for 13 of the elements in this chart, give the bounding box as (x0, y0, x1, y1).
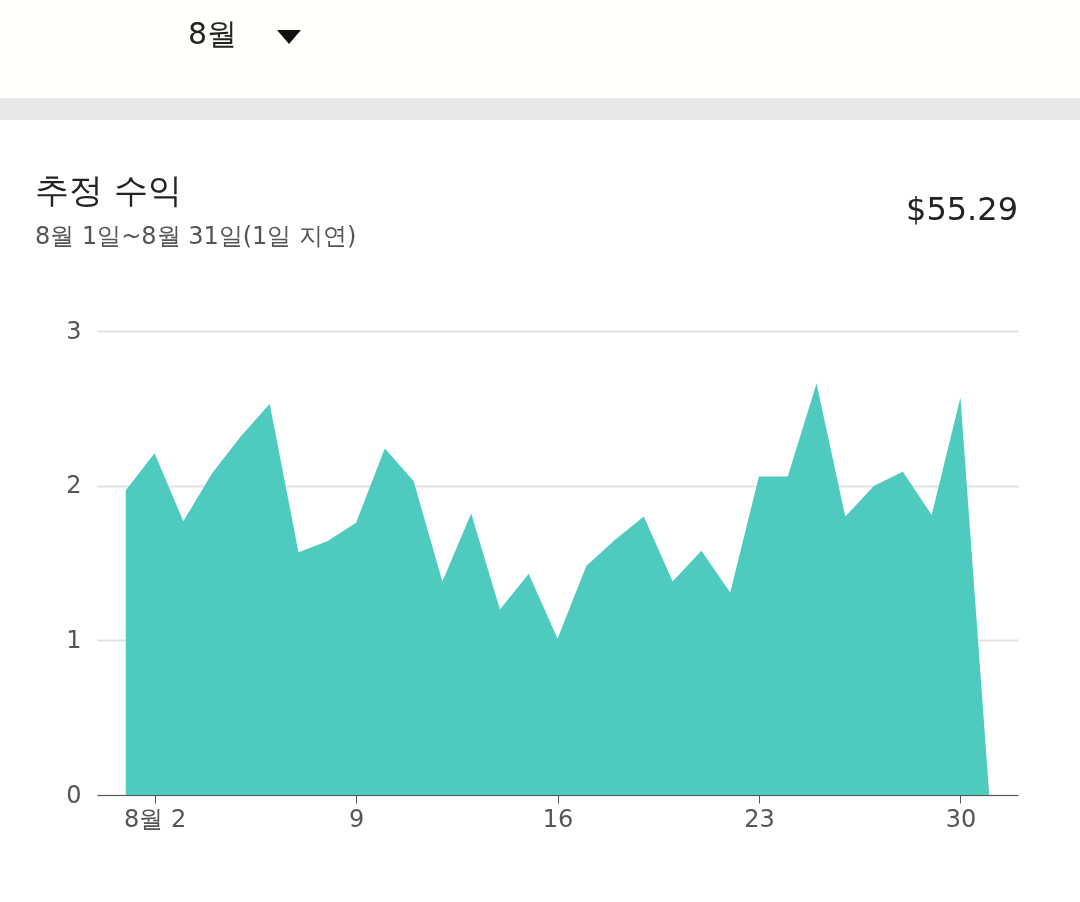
y-tick-label: 2 (66, 471, 82, 500)
x-tick-label: 23 (744, 804, 775, 833)
y-tick-label: 0 (66, 780, 82, 809)
chart-subtitle: 8월 1일~8월 31일(1일 지연) (35, 222, 357, 250)
x-tick-label: 9 (348, 804, 365, 833)
x-tick-label: 16 (542, 804, 574, 833)
text: $55.29 (906, 190, 1018, 228)
chart-title: 추정 수익 (35, 170, 182, 210)
y-tick-label: 3 (66, 316, 82, 345)
x-tick-label: 30 (945, 804, 977, 833)
text: 8월 (188, 15, 238, 53)
x-tick-label: 8월 2 (123, 804, 187, 833)
y-tick-label: 1 (66, 625, 82, 654)
